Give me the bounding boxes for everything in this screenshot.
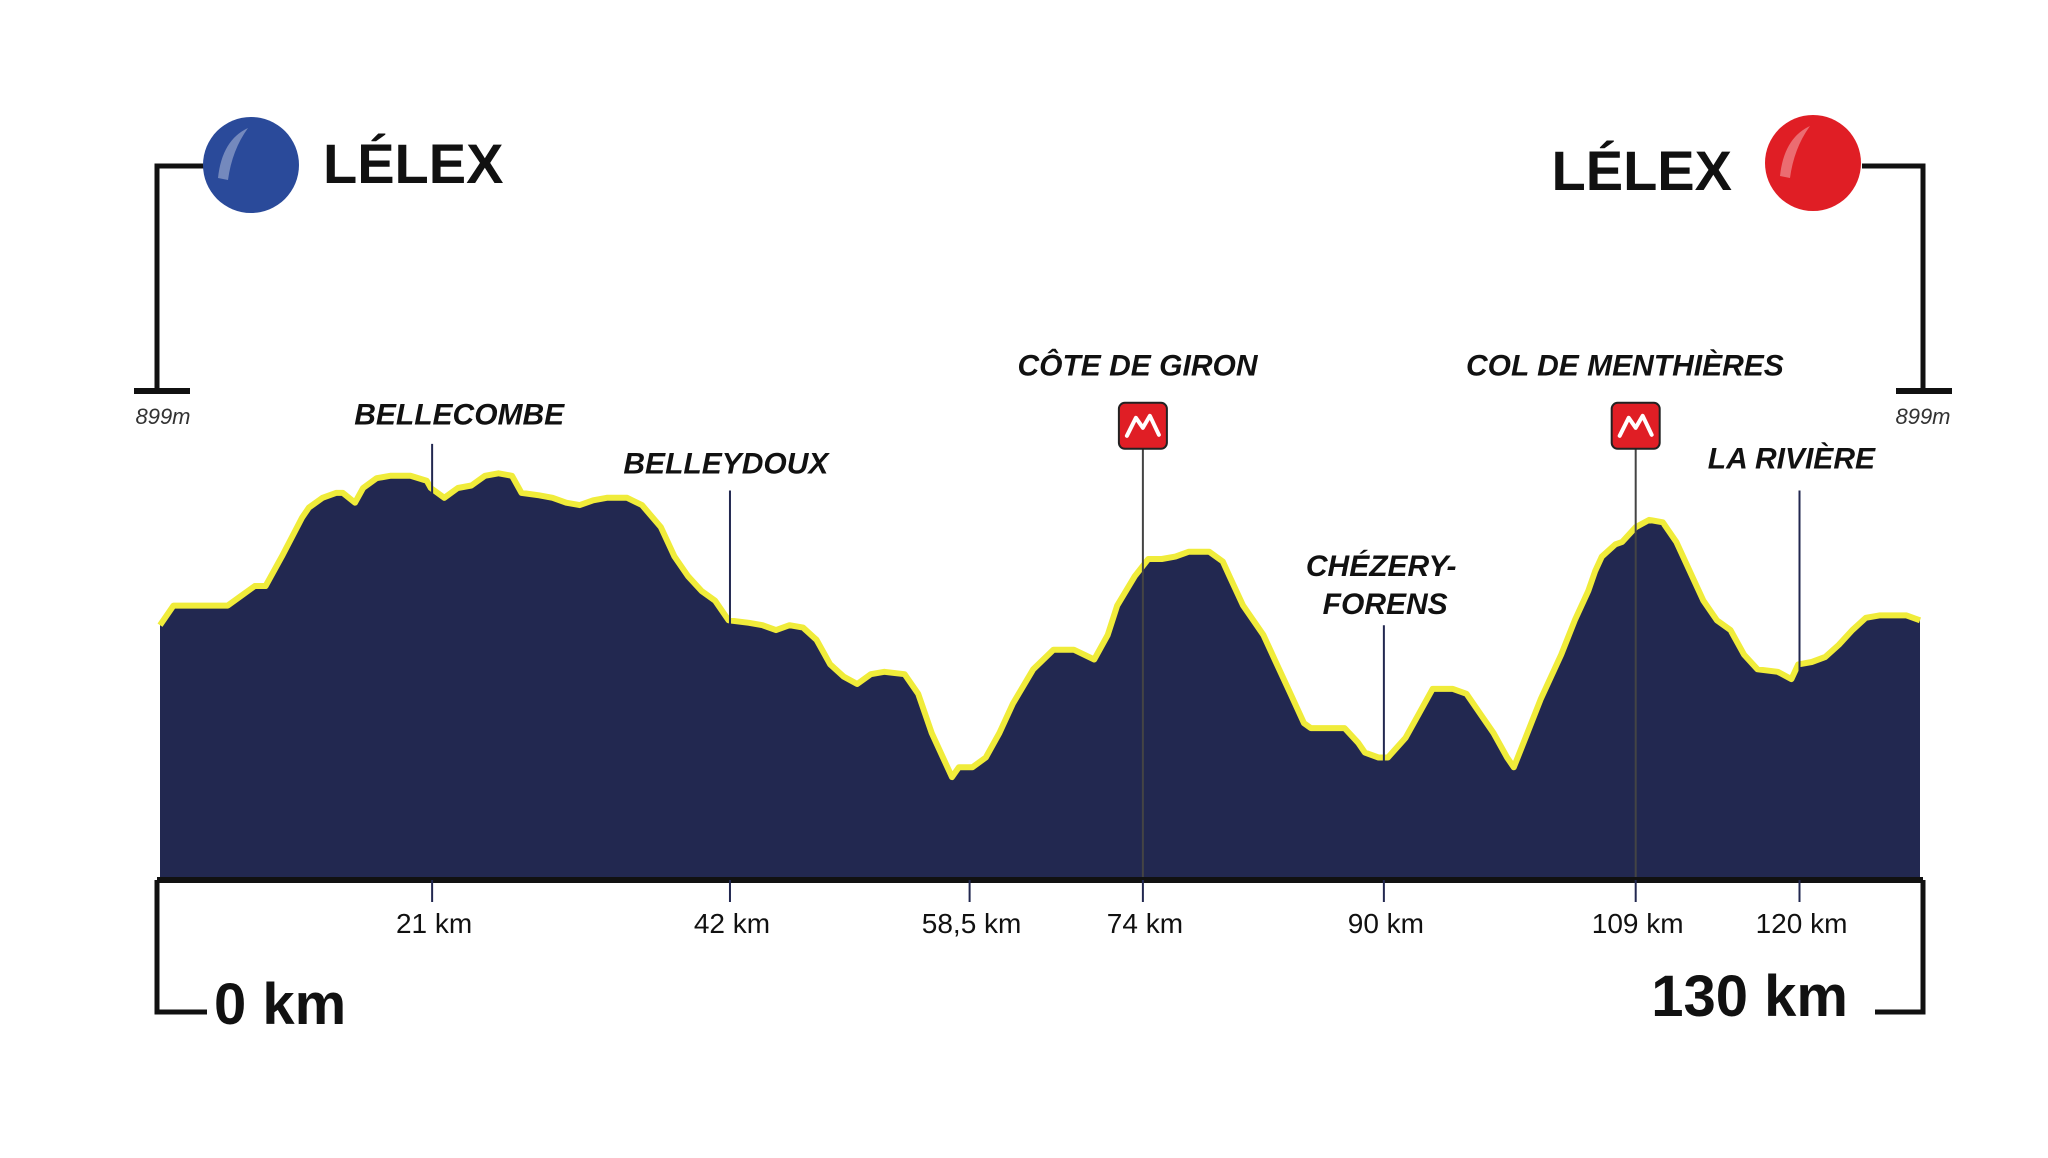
start-city-label: LÉLEX xyxy=(323,132,503,195)
distance-start-label: 0 km xyxy=(214,972,346,1037)
distance-end-label: 130 km xyxy=(1651,964,1848,1029)
elevation-edge-line xyxy=(157,470,1922,781)
climb-icon-mountain xyxy=(1617,413,1654,438)
right-altitude-label: 899m xyxy=(1895,404,1950,429)
right-bracket xyxy=(1862,163,1926,388)
left-bracket xyxy=(154,163,205,388)
left-altitude-label: 899m xyxy=(135,404,190,429)
place-label: CHÉZERY- xyxy=(1306,549,1457,583)
finish-dot xyxy=(1765,115,1861,211)
right-bottom-bracket xyxy=(1875,880,1926,1015)
distance-ticks: 21 km 42 km 58,5 km 74 km 90 km 109 km 120 km xyxy=(396,880,1847,939)
start-marker xyxy=(203,117,299,213)
distance-tick-label: 74 km xyxy=(1107,908,1183,939)
distance-tick-label: 42 km xyxy=(694,908,770,939)
place-label: CÔTE DE GIRON xyxy=(1017,348,1258,382)
finish-city-label: LÉLEX xyxy=(1552,139,1732,202)
place-markers xyxy=(431,443,1801,880)
place-label-line2: FORENS xyxy=(1323,588,1448,621)
left-bottom-bracket xyxy=(154,880,207,1015)
elevation-area xyxy=(160,473,1920,880)
start-dot xyxy=(203,117,299,213)
distance-tick-label: 21 km xyxy=(396,908,472,939)
place-label: COL DE MENTHIÈRES xyxy=(1466,348,1784,382)
distance-tick-label: 120 km xyxy=(1756,908,1848,939)
place-label: LA RIVIÈRE xyxy=(1708,441,1876,475)
climb-icon xyxy=(1610,401,1661,450)
distance-tick-label: 58,5 km xyxy=(922,908,1022,939)
climb-icon-mountain xyxy=(1124,413,1161,438)
place-labels: BELLECOMBE BELLEYDOUX CÔTE DE GIRON CHÉZERY… xyxy=(354,348,1876,621)
distance-tick-label: 90 km xyxy=(1348,908,1424,939)
distance-tick-label: 109 km xyxy=(1592,908,1684,939)
finish-dot-shine xyxy=(1780,126,1810,178)
climb-icon xyxy=(1117,401,1168,450)
place-label: BELLEYDOUX xyxy=(623,447,830,480)
place-label: BELLECOMBE xyxy=(354,398,565,431)
start-dot-shine xyxy=(218,128,248,180)
finish-marker xyxy=(1765,115,1861,211)
